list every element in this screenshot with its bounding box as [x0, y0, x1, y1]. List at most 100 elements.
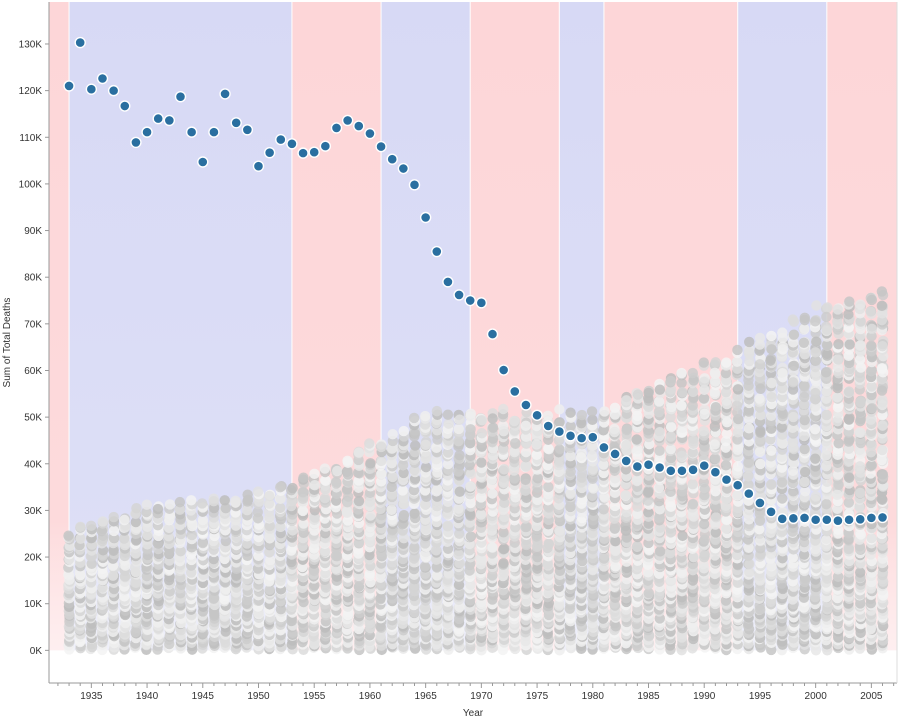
background-point	[520, 420, 531, 432]
background-point	[754, 446, 766, 458]
background-point	[732, 461, 744, 472]
background-point	[755, 383, 766, 394]
background-point	[487, 422, 499, 433]
background-point	[386, 481, 397, 493]
background-point	[365, 495, 376, 507]
background-point	[542, 410, 554, 421]
background-point	[799, 524, 810, 536]
background-point	[252, 506, 263, 518]
background-point	[487, 542, 498, 553]
background-point	[732, 384, 744, 395]
background-point	[409, 508, 420, 519]
background-point	[175, 545, 186, 557]
background-point	[242, 494, 254, 505]
background-point	[588, 483, 599, 494]
background-point	[766, 344, 777, 355]
background-point	[398, 425, 409, 437]
background-point	[787, 436, 798, 447]
background-point	[599, 406, 610, 417]
background-point	[777, 341, 788, 352]
background-point	[720, 367, 732, 379]
background-point	[85, 520, 97, 532]
background-point	[798, 337, 810, 348]
background-point	[754, 515, 766, 527]
background-point	[777, 493, 788, 504]
background-point	[409, 440, 421, 451]
background-point	[643, 387, 654, 399]
background-point	[420, 461, 432, 473]
background-point	[743, 457, 754, 468]
background-point	[631, 541, 643, 552]
background-point	[665, 431, 677, 442]
background-point	[744, 566, 755, 578]
background-point	[275, 493, 286, 504]
background-point	[476, 491, 487, 503]
background-point	[498, 444, 509, 455]
background-point	[777, 327, 788, 338]
background-point	[509, 446, 520, 458]
background-point	[63, 530, 74, 541]
background-point	[152, 503, 164, 515]
background-point	[487, 413, 498, 424]
background-point	[666, 401, 677, 413]
background-point	[97, 516, 109, 527]
background-point	[809, 424, 821, 435]
background-point	[397, 485, 408, 496]
background-point	[309, 468, 320, 479]
background-point	[787, 384, 799, 395]
background-point	[766, 377, 777, 389]
background-point	[465, 424, 476, 435]
background-point	[642, 495, 654, 506]
background-point	[609, 402, 621, 414]
background-point	[799, 466, 811, 478]
background-point	[642, 567, 654, 578]
background-point	[743, 347, 755, 358]
background-point	[265, 554, 276, 566]
background-point	[476, 414, 488, 426]
background-point	[119, 514, 130, 526]
background-point	[732, 489, 743, 500]
background-point	[275, 502, 286, 514]
background-point	[743, 471, 754, 482]
background-point	[677, 386, 688, 398]
background-point	[453, 423, 464, 435]
background-point	[698, 376, 710, 388]
background-point	[397, 459, 409, 471]
background-point	[754, 339, 765, 350]
background-point	[520, 446, 532, 458]
background-point	[721, 514, 732, 526]
background-point	[799, 323, 810, 334]
background-point	[710, 401, 722, 413]
background-point	[431, 442, 442, 454]
background-point	[710, 502, 722, 513]
background-point	[664, 548, 676, 559]
background-point	[754, 393, 765, 404]
background-point	[275, 481, 286, 493]
background-point	[766, 445, 777, 456]
background-point	[409, 428, 421, 439]
background-point	[787, 526, 798, 537]
background-point	[709, 439, 720, 450]
background-point	[185, 495, 197, 506]
background-point	[454, 486, 465, 497]
background-point	[453, 549, 464, 560]
background-point	[576, 418, 587, 429]
background-point	[576, 530, 587, 541]
background-point	[241, 538, 253, 549]
background-point	[219, 495, 230, 506]
background-point	[353, 447, 365, 458]
background-point	[454, 450, 465, 461]
background-point	[665, 375, 677, 387]
background-point	[586, 406, 598, 417]
background-point	[744, 558, 755, 570]
background-point	[643, 587, 655, 599]
background-point	[208, 495, 219, 507]
background-point	[498, 403, 509, 415]
background-point	[631, 434, 642, 445]
background-point	[766, 479, 777, 490]
background-point	[197, 514, 209, 526]
background-point	[364, 438, 375, 449]
background-point	[698, 357, 709, 368]
background-point	[197, 537, 208, 549]
background-point	[576, 409, 588, 421]
